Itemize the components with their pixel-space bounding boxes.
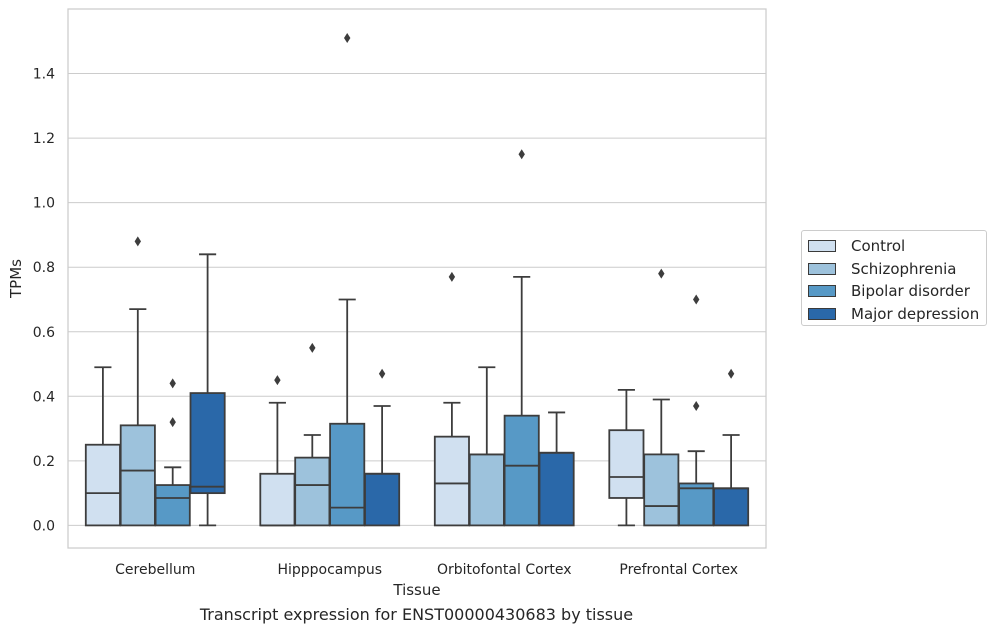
outlier-point	[134, 236, 141, 247]
y-tick-label: 0.2	[33, 454, 55, 470]
box-schizophrenia	[468, 366, 505, 527]
outlier-point	[693, 400, 700, 411]
legend-item: Major depression	[808, 303, 986, 326]
y-tick-label: 0.4	[33, 389, 55, 405]
y-tick-label: 1.2	[33, 131, 55, 147]
x-tick-label: Hipppocampus	[277, 562, 382, 578]
box-major-depression	[364, 368, 401, 527]
outlier-point	[518, 149, 525, 160]
box-body	[678, 482, 715, 527]
legend-item: Control	[808, 235, 986, 258]
x-tick-labels: Cerebellum Hipppocampus Orbitofontal Corte…	[115, 562, 738, 578]
box-control	[259, 375, 296, 527]
box-body	[189, 392, 226, 495]
legend-label: Schizophrenia	[851, 259, 957, 278]
box-schizophrenia	[643, 268, 680, 527]
box-body	[608, 429, 645, 499]
box-control	[84, 366, 121, 527]
box-major-depression	[189, 253, 226, 527]
box-control	[608, 388, 645, 527]
box-body	[294, 456, 331, 527]
legend-swatch	[808, 240, 836, 253]
box-bipolar-disorder	[154, 378, 191, 527]
grid-lines	[68, 73, 766, 526]
legend-item: Schizophrenia	[808, 258, 986, 281]
box-body	[538, 451, 575, 527]
y-tick-labels: 0.0 0.2 0.4 0.6 0.8 1.0 1.2 1.4	[33, 67, 55, 535]
box-control	[433, 271, 470, 527]
outlier-point	[658, 268, 665, 279]
y-tick-label: 1.4	[33, 67, 55, 83]
y-axis-title: TPMs	[7, 259, 25, 299]
legend-item: Bipolar disorder	[808, 280, 986, 303]
outlier-point	[448, 271, 456, 282]
boxes	[84, 33, 750, 527]
box-body	[154, 484, 191, 527]
x-tick-label: Cerebellum	[115, 562, 195, 578]
outlier-point	[344, 33, 351, 44]
box-major-depression	[713, 368, 750, 527]
outlier-point	[169, 378, 176, 389]
outlier-point	[727, 368, 735, 379]
outlier-point	[169, 417, 176, 428]
legend: Control Schizophrenia Bipolar disorder Majo…	[801, 230, 987, 326]
box-schizophrenia	[119, 236, 156, 527]
y-tick-label: 0.0	[33, 518, 55, 534]
y-tick-label: 0.6	[33, 325, 55, 341]
box-major-depression	[538, 411, 575, 527]
box-bipolar-disorder	[329, 33, 366, 527]
legend-label: Bipolar disorder	[851, 282, 970, 301]
box-body	[643, 453, 680, 527]
box-bipolar-disorder	[678, 294, 715, 527]
box-body	[433, 435, 470, 527]
legend-swatch	[808, 307, 836, 320]
outlier-point	[378, 368, 386, 379]
chart-caption: Transcript expression for ENST0000043068…	[199, 605, 634, 624]
outlier-point	[309, 342, 316, 353]
box-body	[329, 422, 366, 527]
box-body	[503, 414, 540, 527]
legend-label: Control	[851, 237, 906, 256]
outlier-point	[693, 294, 700, 305]
x-axis-title: Tissue	[392, 581, 440, 599]
box-body	[713, 487, 750, 527]
box-body	[84, 443, 121, 527]
box-body	[468, 453, 505, 527]
y-tick-label: 1.0	[33, 196, 55, 212]
legend-swatch	[808, 285, 836, 298]
y-tick-label: 0.8	[33, 260, 55, 276]
box-body	[364, 472, 401, 527]
box-body	[119, 424, 156, 527]
x-tick-label: Prefrontal Cortex	[619, 562, 738, 578]
box-bipolar-disorder	[503, 149, 540, 527]
outlier-point	[274, 375, 281, 386]
box-schizophrenia	[294, 342, 331, 527]
x-tick-label: Orbitofontal Cortex	[437, 562, 572, 578]
plot-frame	[67, 8, 767, 549]
box-body	[259, 472, 296, 527]
legend-swatch	[808, 262, 836, 275]
legend-label: Major depression	[851, 304, 980, 323]
